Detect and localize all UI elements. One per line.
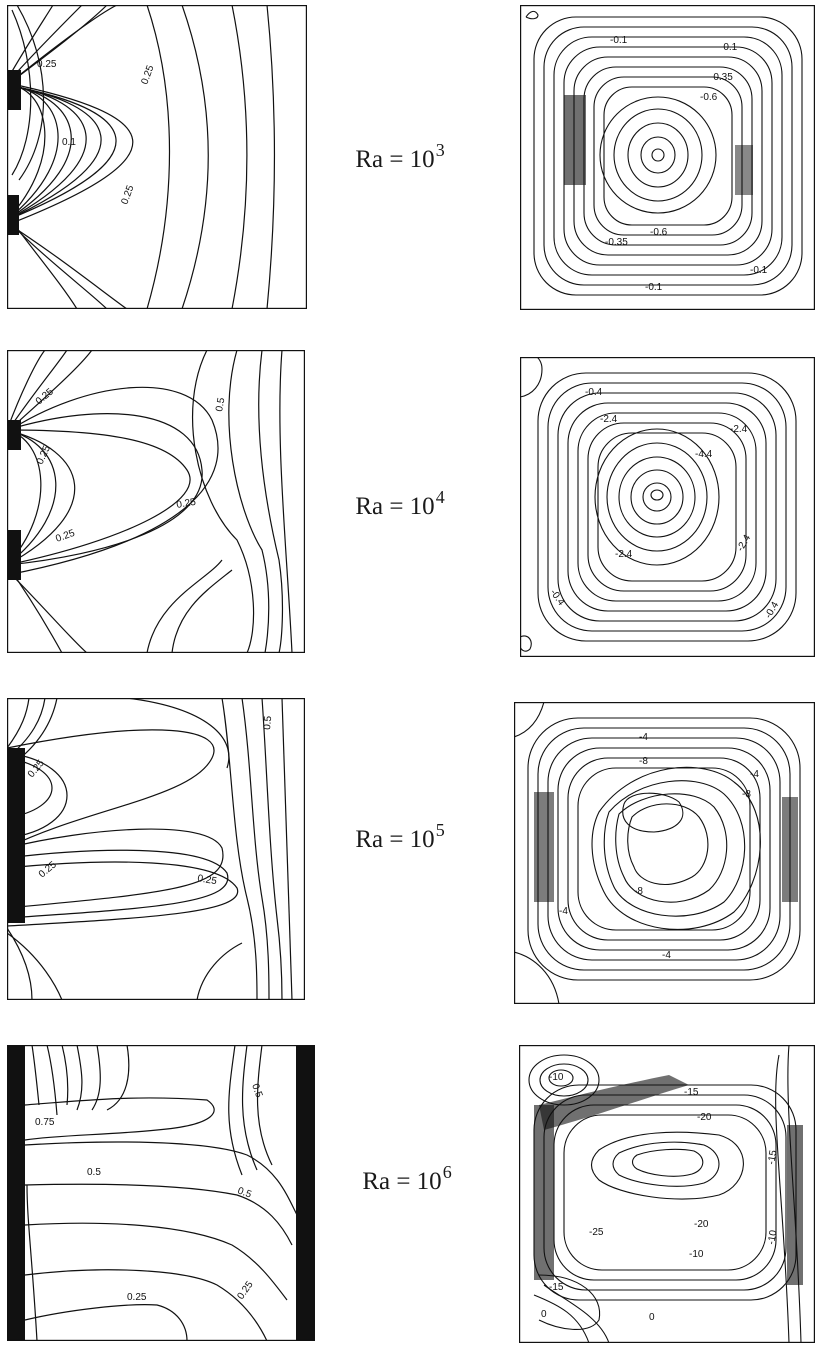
streamline-label: -15 xyxy=(549,1282,564,1293)
isotherm-label: 0.25 xyxy=(54,528,76,545)
streamline-label: -4 xyxy=(639,732,648,743)
streamline-label: -0.35 xyxy=(605,237,628,248)
rayleigh-label-ra1e4: Ra = 104 xyxy=(315,487,485,521)
rayleigh-label-ra1e6: Ra = 106 xyxy=(322,1162,492,1196)
streamline-label: -10 xyxy=(549,1072,564,1083)
isotherm-panel-ra1e6: 0.75 0.5 0.5 0.5 0.25 0.25 xyxy=(7,1045,315,1341)
isotherm-plot-ra1e5: 0.25 0.25 0.5 0.25 xyxy=(7,698,305,1000)
isotherm-label: 0.5 xyxy=(236,1185,253,1200)
isotherm-label: 0.25 xyxy=(139,64,156,86)
rayleigh-exponent: 4 xyxy=(435,487,445,507)
streamline-label: -0.1 xyxy=(610,35,628,46)
streamline-label: -4 xyxy=(662,950,671,961)
isotherm-label: 0.1 xyxy=(62,137,76,148)
streamline-label: -20 xyxy=(697,1112,712,1123)
streamline-label: 0 xyxy=(541,1309,547,1320)
streamline-panel-ra1e6: -10 -15 -20 -25 -20 -10 -15 0 0 -15 -10 xyxy=(519,1045,815,1343)
streamline-label: -0.4 xyxy=(548,587,567,608)
rayleigh-exponent: 3 xyxy=(435,140,445,160)
streamline-label: -2.4 xyxy=(615,549,633,560)
isotherm-plot-ra1e4: 0.25 0.25 0.25 0.25 0.5 xyxy=(7,350,305,653)
isotherm-label: 0.5 xyxy=(249,1082,264,1099)
streamline-label: -0.1 xyxy=(750,265,768,276)
isotherm-plot-ra1e3: 0.25 0.25 0.1 0.25 xyxy=(7,5,307,309)
streamline-label: 0 xyxy=(649,1312,655,1323)
streamline-label: -0.4 xyxy=(763,600,781,621)
streamline-label: -15 xyxy=(766,1149,779,1166)
streamline-label: -2.4 xyxy=(600,414,618,425)
isotherm-label: 0.25 xyxy=(26,758,47,780)
streamline-label: -0.1 xyxy=(645,282,663,293)
streamline-label: -8 xyxy=(634,886,643,897)
rayleigh-prefix: Ra = 10 xyxy=(355,493,435,520)
streamline-label: -25 xyxy=(589,1227,604,1238)
isotherm-panel-ra1e3: 0.25 0.25 0.1 0.25 xyxy=(7,5,307,309)
streamline-label: -10 xyxy=(689,1249,704,1260)
streamline-label: -0.35 xyxy=(710,72,733,83)
isotherm-label: 0.5 xyxy=(214,396,227,412)
streamline-plot-ra1e3: -0.1 -0.1 -0.35 -0.6 -0.6 -0.35 -0.1 -0.… xyxy=(520,5,815,310)
isotherm-label: 0.5 xyxy=(262,715,274,730)
isotherm-label: 0.25 xyxy=(235,1279,255,1302)
streamline-plot-ra1e5: -4 -8 -4 -8 -8 -4 -4 xyxy=(514,702,815,1004)
rayleigh-label-ra1e3: Ra = 103 xyxy=(315,140,485,174)
streamline-label: -4 xyxy=(750,769,759,780)
streamline-label: -15 xyxy=(684,1087,699,1098)
streamline-label: -2.4 xyxy=(730,424,748,435)
isotherm-label: 0.25 xyxy=(127,1292,147,1303)
isotherm-label: 0.75 xyxy=(35,1117,55,1128)
streamline-label: -10 xyxy=(766,1229,779,1246)
streamline-plot-ra1e6: -10 -15 -20 -25 -20 -10 -15 0 0 -15 -10 xyxy=(519,1045,815,1343)
streamline-label: -8 xyxy=(639,756,648,767)
isotherm-label: 0.25 xyxy=(119,184,136,206)
rayleigh-exponent: 6 xyxy=(442,1162,452,1182)
streamline-label: -4 xyxy=(559,906,568,917)
isotherm-plot-ra1e6: 0.75 0.5 0.5 0.5 0.25 0.25 xyxy=(7,1045,315,1341)
streamline-plot-ra1e4: -0.4 -2.4 -2.4 -4.4 -2.4 -2.4 -0.4 -0.4 xyxy=(520,357,815,657)
isotherm-label: 0.25 xyxy=(37,59,57,70)
rayleigh-label-ra1e5: Ra = 105 xyxy=(315,820,485,854)
streamline-label: -0.6 xyxy=(650,227,668,238)
streamline-panel-ra1e5: -4 -8 -4 -8 -8 -4 -4 xyxy=(514,702,815,1004)
isotherm-label: 0.25 xyxy=(196,873,218,887)
streamline-panel-ra1e3: -0.1 -0.1 -0.35 -0.6 -0.6 -0.35 -0.1 -0.… xyxy=(520,5,815,310)
streamline-label: -20 xyxy=(694,1219,709,1230)
streamline-label: -2.4 xyxy=(735,533,753,554)
rayleigh-exponent: 5 xyxy=(435,820,445,840)
isotherm-panel-ra1e5: 0.25 0.25 0.5 0.25 xyxy=(7,698,305,1000)
streamline-label: -0.1 xyxy=(720,42,738,53)
rayleigh-prefix: Ra = 10 xyxy=(355,146,435,173)
streamline-label: -0.4 xyxy=(585,387,603,398)
streamline-panel-ra1e4: -0.4 -2.4 -2.4 -4.4 -2.4 -2.4 -0.4 -0.4 xyxy=(520,357,815,657)
rayleigh-prefix: Ra = 10 xyxy=(362,1168,442,1195)
streamline-label: -8 xyxy=(742,789,751,800)
rayleigh-prefix: Ra = 10 xyxy=(355,826,435,853)
streamline-label: -4.4 xyxy=(695,449,713,460)
isotherm-label: 0.25 xyxy=(176,497,198,511)
isotherm-panel-ra1e4: 0.25 0.25 0.25 0.25 0.5 xyxy=(7,350,305,653)
isotherm-label: 0.5 xyxy=(87,1167,101,1178)
isotherm-label: 0.25 xyxy=(37,859,59,880)
streamline-label: -0.6 xyxy=(700,92,718,103)
